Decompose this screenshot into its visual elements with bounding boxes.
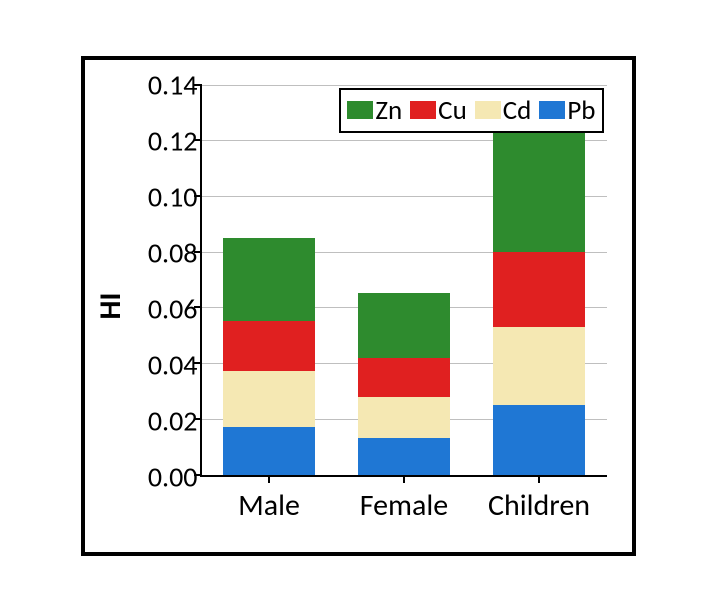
legend-label: Zn [375, 94, 402, 127]
bar-segment-zn [358, 293, 450, 357]
bar-segment-pb [493, 405, 585, 475]
legend-label: Cd [503, 94, 532, 127]
legend-item-zn: Zn [347, 94, 402, 127]
y-tick-label: 0.02 [148, 403, 198, 438]
bar-segment-cu [493, 252, 585, 327]
legend-item-pb: Pb [539, 94, 595, 127]
y-tick-label: 0.14 [148, 67, 198, 102]
bar-segment-cd [358, 397, 450, 439]
x-tick-label: Children [488, 487, 590, 524]
x-tick-label: Male [238, 487, 300, 524]
legend-item-cd: Cd [475, 94, 532, 127]
bar-segment-cd [493, 327, 585, 405]
legend: Zn Cu Cd Pb [339, 88, 603, 133]
x-tick [538, 475, 540, 483]
legend-swatch [475, 101, 501, 119]
legend-label: Cu [438, 94, 467, 127]
x-tick [403, 475, 405, 483]
y-tick-label: 0.00 [148, 459, 198, 494]
bar-segment-pb [358, 438, 450, 474]
legend-swatch [539, 101, 565, 119]
chart-container: HI ZnCuCdPb MaleFemaleChildren 0.000.020… [81, 56, 636, 556]
y-tick-label: 0.12 [148, 123, 198, 158]
legend-swatch [347, 101, 373, 119]
bar [223, 85, 315, 475]
bar-segment-zn [223, 238, 315, 322]
legend-item-cu: Cu [410, 94, 467, 127]
bar [493, 85, 585, 475]
bar [358, 85, 450, 475]
legend-label: Pb [567, 94, 595, 127]
y-tick-label: 0.04 [148, 347, 198, 382]
y-tick-label: 0.06 [148, 291, 198, 326]
plot-area: MaleFemaleChildren [200, 85, 607, 477]
y-axis-label: HI [91, 292, 128, 319]
y-tick-label: 0.08 [148, 235, 198, 270]
bar-segment-cu [358, 358, 450, 397]
x-tick [268, 475, 270, 483]
x-tick-label: Female [360, 487, 448, 524]
bar-segment-pb [223, 427, 315, 474]
y-tick-label: 0.10 [148, 179, 198, 214]
bar-segment-cd [223, 371, 315, 427]
legend-swatch [410, 101, 436, 119]
bar-segment-zn [493, 129, 585, 252]
bar-segment-cu [223, 321, 315, 371]
